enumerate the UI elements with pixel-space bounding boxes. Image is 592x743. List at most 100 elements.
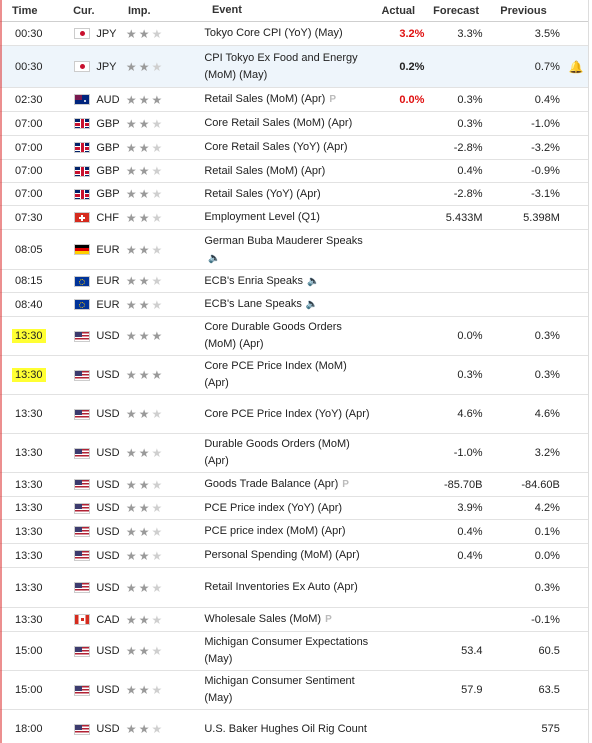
event-row[interactable]: 00:30 JPY ★ ★ ★ Tokyo Core CPI (YoY) (May) 3.2… — [0, 22, 588, 46]
star-icon: ★ — [125, 368, 137, 382]
event-name-link[interactable]: Retail Sales (MoM) (Apr) — [204, 93, 326, 105]
event-name-link[interactable]: German Buba Mauderer Speaks — [204, 234, 363, 247]
event-row[interactable]: 13:30 USD ★ ★ ★ Core PCE Price Index (MoM) (A… — [0, 356, 588, 395]
header-time[interactable]: Time — [12, 4, 38, 17]
event-row[interactable]: 13:30 CAD ★ ★ ★ Wholesale Sales (MoM) P -0.1% — [0, 608, 588, 632]
star-icon: ★ — [151, 477, 163, 492]
previous-value: 0.1% — [534, 525, 560, 538]
event-time-cell: 13:30 — [0, 614, 58, 626]
event-row[interactable]: 08:15 EUR ★ ★ ★ ECB's Enria Speaks 🔈 — [0, 270, 588, 293]
event-name-link[interactable]: Retail Sales (MoM) (Apr) — [204, 164, 326, 177]
star-icon: ★ — [151, 164, 163, 178]
event-row[interactable]: 00:30 JPY ★ ★ ★ CPI Tokyo Ex Food and Energy … — [0, 46, 588, 88]
event-name-link[interactable]: ECB's Lane Speaks — [204, 298, 302, 310]
star-icon: ★ — [151, 297, 163, 312]
currency-code: USD — [96, 723, 120, 735]
event-time: 15:00 — [15, 684, 43, 696]
header-currency[interactable]: Cur. — [73, 4, 95, 17]
importance-stars: ★ ★ ★ — [126, 683, 198, 697]
event-time-cell: 13:30 — [0, 550, 58, 562]
event-row[interactable]: 15:00 USD ★ ★ ★ Michigan Consumer Sentiment (… — [0, 671, 588, 710]
currency-code: EUR — [96, 275, 120, 287]
previous-value: 4.2% — [534, 502, 560, 514]
event-row[interactable]: 13:30 USD ★ ★ ★ Core PCE Price Index (YoY) (A… — [0, 395, 588, 434]
event-name-link[interactable]: Core PCE Price Index (MoM) (Apr) — [204, 360, 347, 389]
event-name-link[interactable]: Personal Spending (MoM) (Apr) — [204, 549, 360, 561]
currency-cell: CAD — [58, 614, 126, 626]
currency-cell: USD — [58, 502, 126, 514]
event-name-link[interactable]: ECB's Enria Speaks — [204, 274, 304, 287]
header-forecast[interactable]: Forecast — [433, 4, 479, 17]
event-time-cell: 18:00 — [0, 723, 58, 735]
event-row[interactable]: 13:30 USD ★ ★ ★ Goods Trade Balance (Apr) P -85… — [0, 473, 588, 497]
importance-stars: ★ ★ ★ — [126, 722, 198, 736]
event-row[interactable]: 18:00 USD ★ ★ ★ U.S. Baker Hughes Oil Rig Cou… — [0, 710, 588, 743]
preliminary-P-icon: P — [325, 614, 332, 625]
event-row[interactable]: 08:05 EUR ★ ★ ★ German Buba Mauderer Speaks 🔈 — [0, 230, 588, 270]
currency-cell: EUR — [58, 275, 126, 287]
forecast-value: 57.9 — [461, 684, 483, 696]
event-row[interactable]: 08:40 EUR ★ ★ ★ ECB's Lane Speaks 🔈 — [0, 293, 588, 317]
event-row[interactable]: 07:30 CHF ★ ★ ★ Employment Level (Q1) 5.433M 5.… — [0, 206, 588, 230]
left-edge-accent — [0, 0, 2, 743]
previous-value: 0.0% — [534, 549, 560, 562]
star-icon: ★ — [125, 242, 137, 257]
event-time: 00:30 — [15, 27, 43, 40]
star-icon: ★ — [138, 26, 150, 41]
bell-plus-icon[interactable]: 🔔 — [568, 59, 584, 74]
importance-stars: ★ ★ ★ — [126, 211, 198, 225]
star-icon: ★ — [151, 368, 163, 382]
event-row[interactable]: 13:30 USD ★ ★ ★ Core Durable Goods Orders (Mo… — [0, 317, 588, 356]
event-row[interactable]: 07:00 GBP ★ ★ ★ Core Retail Sales (MoM) (Apr)… — [0, 112, 588, 136]
event-name-link[interactable]: Michigan Consumer Expectations (May) — [204, 636, 369, 665]
header-importance[interactable]: Imp. — [127, 4, 151, 17]
event-name-link[interactable]: Core PCE Price Index (YoY) (Apr) — [204, 407, 370, 420]
event-name-link[interactable]: Core Retail Sales (MoM) (Apr) — [204, 117, 353, 129]
event-row[interactable]: 13:30 USD ★ ★ ★ PCE Price index (YoY) (Apr) 3.… — [0, 497, 588, 520]
header-event[interactable]: Event — [211, 4, 242, 16]
event-name-link[interactable]: PCE price index (MoM) (Apr) — [204, 525, 346, 537]
event-row[interactable]: 13:30 USD ★ ★ ★ Personal Spending (MoM) (Apr)… — [0, 544, 588, 568]
currency-code: USD — [96, 525, 120, 538]
currency-cell: JPY — [58, 28, 126, 40]
event-row[interactable]: 07:00 GBP ★ ★ ★ Retail Sales (YoY) (Apr) -2.8%… — [0, 183, 588, 206]
event-name-link[interactable]: Michigan Consumer Sentiment (May) — [204, 675, 355, 704]
previous-value: 3.5% — [534, 27, 560, 40]
event-name-link[interactable]: Durable Goods Orders (MoM) (Apr) — [204, 438, 350, 467]
event-time-highlighted: 13:30 — [12, 329, 46, 343]
event-row[interactable]: 13:30 USD ★ ★ ★ Retail Inventories Ex Auto (A… — [0, 568, 588, 608]
event-name-link[interactable]: U.S. Baker Hughes Oil Rig Count — [204, 722, 367, 735]
importance-stars: ★ ★ ★ — [126, 613, 198, 627]
event-row[interactable]: 07:00 GBP ★ ★ ★ Retail Sales (MoM) (Apr) 0.4% -… — [0, 160, 588, 183]
event-name-link[interactable]: Tokyo Core CPI (YoY) (May) — [204, 27, 343, 39]
star-icon: ★ — [125, 297, 137, 312]
previous-value: -3.2% — [531, 141, 560, 154]
event-name-link[interactable]: CPI Tokyo Ex Food and Energy (MoM) (May) — [204, 51, 358, 81]
event-row[interactable]: 13:30 USD ★ ★ ★ Durable Goods Orders (MoM) (A… — [0, 434, 588, 473]
event-row[interactable]: 07:00 GBP ★ ★ ★ Core Retail Sales (YoY) (Apr)… — [0, 136, 588, 160]
header-actual[interactable]: Actual — [381, 4, 416, 17]
event-name-link[interactable]: Goods Trade Balance (Apr) — [204, 478, 339, 490]
event-row[interactable]: 13:30 USD ★ ★ ★ PCE price index (MoM) (Apr) 0.… — [0, 520, 588, 544]
event-row[interactable]: 15:00 USD ★ ★ ★ Michigan Consumer Expectation… — [0, 632, 588, 671]
event-row[interactable]: 02:30 AUD ★ ★ ★ Retail Sales (MoM) (Apr) P 0.0%… — [0, 88, 588, 112]
importance-stars: ★ ★ ★ — [126, 187, 198, 201]
previous-value: 60.5 — [538, 645, 560, 657]
event-time: 18:00 — [15, 723, 43, 735]
event-name-link[interactable]: Core Durable Goods Orders (MoM) (Apr) — [204, 321, 342, 350]
event-name-link[interactable]: Wholesale Sales (MoM) — [204, 613, 322, 625]
event-name-cell: Employment Level (Q1) — [198, 209, 370, 226]
star-icon: ★ — [125, 644, 137, 658]
star-icon: ★ — [125, 59, 137, 74]
event-name-link[interactable]: Employment Level (Q1) — [204, 211, 320, 223]
star-icon: ★ — [138, 580, 150, 595]
currency-cell: USD — [58, 645, 126, 657]
event-name-link[interactable]: Retail Sales (YoY) (Apr) — [204, 187, 321, 200]
event-name-link[interactable]: Retail Inventories Ex Auto (Apr) — [204, 581, 358, 593]
star-icon: ★ — [125, 612, 137, 627]
event-name-link[interactable]: Core Retail Sales (YoY) (Apr) — [204, 141, 348, 153]
header-previous[interactable]: Previous — [500, 4, 547, 17]
forecast-value: 5.433M — [445, 211, 483, 224]
event-name-link[interactable]: PCE Price index (YoY) (Apr) — [204, 501, 343, 514]
